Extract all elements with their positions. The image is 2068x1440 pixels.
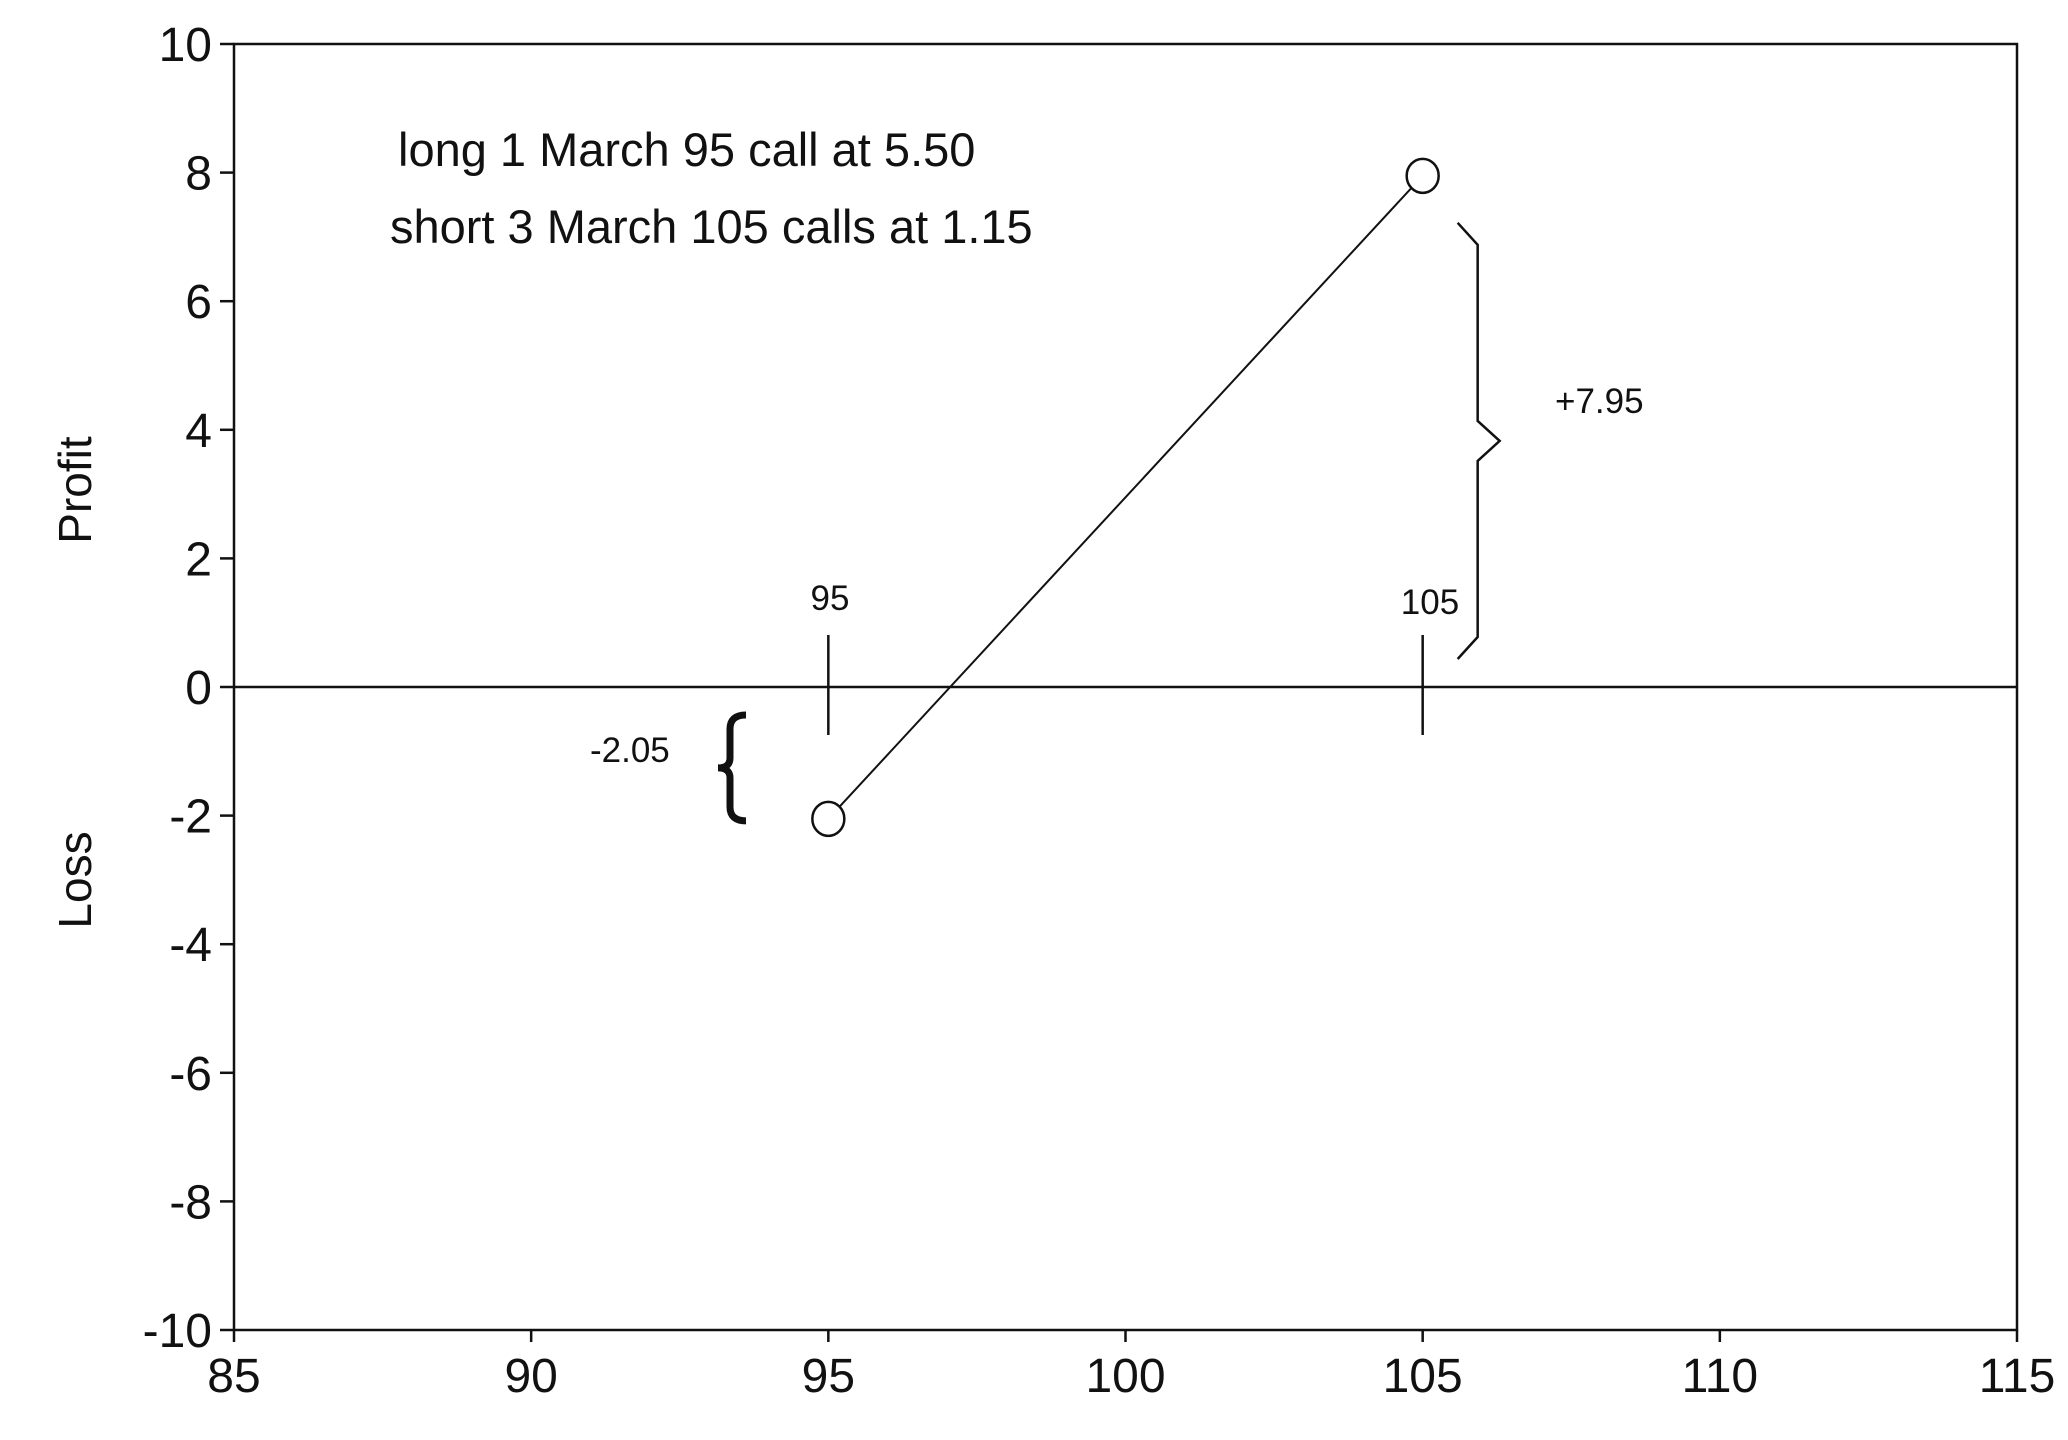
y-axis-title-profit: Profit	[49, 436, 101, 544]
x-tick-label: 95	[802, 1350, 855, 1403]
y-tick-label: 10	[159, 19, 212, 72]
max-profit-label: +7.95	[1555, 382, 1644, 421]
y-tick-label: -2	[169, 791, 212, 844]
position-description-line1: long 1 March 95 call at 5.50	[398, 123, 975, 176]
y-tick-label: 6	[185, 276, 212, 329]
y-tick-label: 0	[185, 662, 212, 715]
y-tick-label: -6	[169, 1048, 212, 1101]
max-profit-brace	[1456, 221, 1502, 660]
payoff-point	[1405, 157, 1440, 195]
position-description-line2: short 3 March 105 calls at 1.15	[390, 200, 1033, 253]
y-axis-title-loss: Loss	[49, 831, 101, 928]
annotations: long 1 March 95 call at 5.50 short 3 Mar…	[390, 123, 1644, 825]
y-tick-label: 4	[185, 405, 212, 458]
x-tick-label: 85	[207, 1350, 260, 1403]
strike-high-label: 105	[1401, 583, 1459, 622]
y-tick-label: 8	[185, 148, 212, 201]
x-tick-label: 100	[1085, 1350, 1165, 1403]
x-tick-label: 90	[504, 1350, 557, 1403]
y-tick-label: -4	[169, 919, 212, 972]
x-tick-label: 115	[1979, 1350, 2056, 1403]
y-tick-label: -8	[169, 1176, 212, 1229]
y-tick-label: 2	[185, 533, 212, 586]
max-loss-brace	[717, 711, 747, 825]
max-loss-label: -2.05	[590, 731, 670, 770]
payoff-point	[811, 800, 846, 838]
strike-low-label: 95	[811, 579, 850, 618]
payoff-line	[827, 175, 1424, 820]
x-tick-label: 110	[1682, 1350, 1759, 1403]
x-tick-label: 105	[1383, 1350, 1463, 1403]
y-tick-label: -10	[143, 1305, 212, 1358]
series	[811, 157, 1440, 838]
